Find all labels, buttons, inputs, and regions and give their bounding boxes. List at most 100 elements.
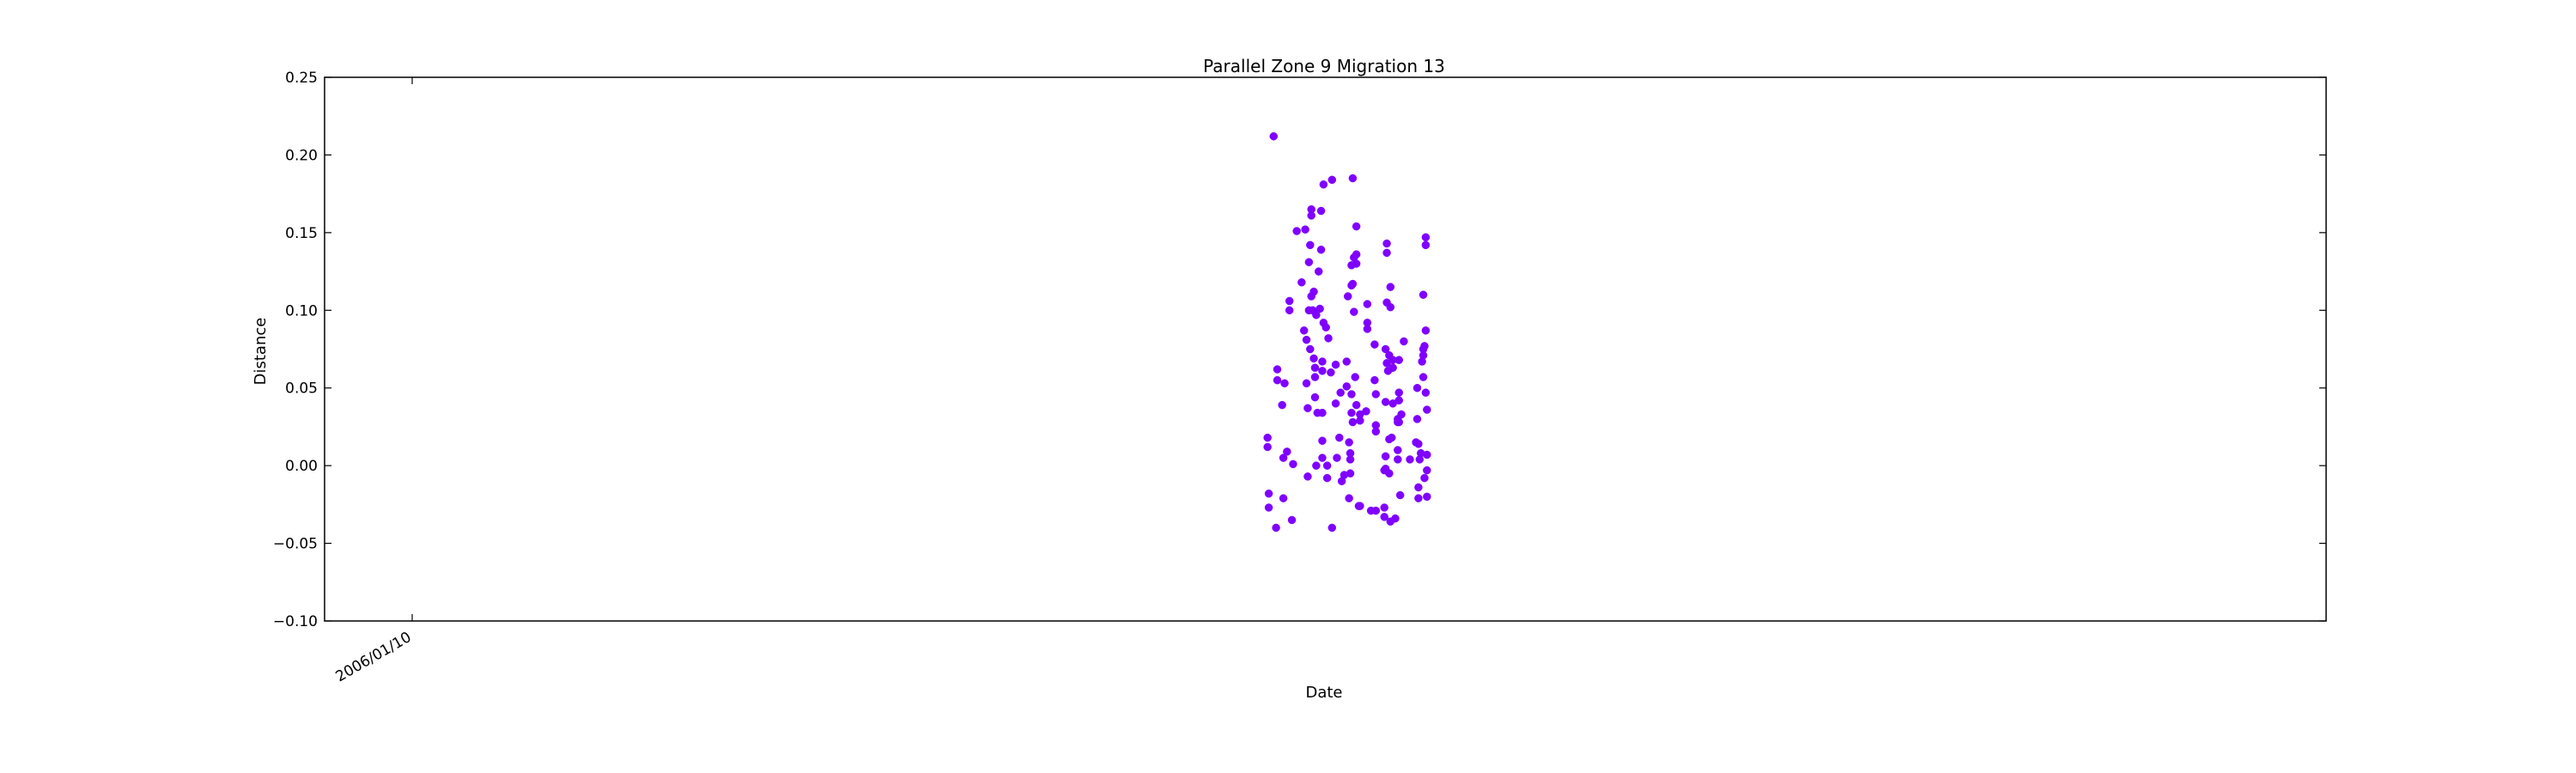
data-point (1289, 460, 1297, 469)
y-tick-label: 0.05 (285, 380, 318, 398)
data-point (1394, 455, 1402, 464)
data-point (1273, 365, 1282, 374)
data-point (1394, 356, 1403, 364)
data-point (1302, 335, 1311, 344)
data-point (1342, 382, 1352, 391)
data-point (1381, 452, 1390, 461)
data-point (1423, 450, 1431, 460)
data-point (1327, 368, 1335, 377)
data-point (1306, 344, 1315, 354)
data-point (1380, 513, 1388, 521)
data-point (1419, 373, 1428, 381)
data-point (1280, 379, 1289, 388)
data-point (1370, 375, 1379, 385)
data-point (1309, 287, 1318, 296)
data-point (1312, 310, 1321, 320)
data-point (1406, 455, 1414, 464)
data-point (1318, 408, 1327, 417)
data-point (1318, 367, 1327, 375)
data-point (1343, 292, 1352, 301)
plot-area-frame (324, 76, 2327, 622)
data-point (1423, 405, 1431, 414)
data-point (1394, 417, 1403, 427)
data-point (1347, 408, 1356, 417)
x-axis-label: Date (1305, 684, 1342, 702)
data-point (1388, 363, 1397, 372)
data-point (1370, 340, 1379, 349)
data-point (1348, 173, 1358, 183)
data-point (1423, 492, 1431, 502)
data-point (1322, 473, 1332, 483)
data-point (1400, 337, 1408, 346)
data-point (1310, 373, 1320, 381)
data-point (1380, 503, 1388, 512)
data-point (1348, 417, 1358, 427)
data-point (1346, 469, 1355, 478)
data-point (1279, 453, 1288, 462)
data-point (1316, 246, 1326, 254)
data-point (1318, 436, 1327, 445)
data-point (1304, 258, 1314, 266)
data-point (1386, 302, 1395, 312)
data-point (1362, 407, 1370, 416)
data-point (1397, 410, 1406, 419)
y-axis-label: Distance (252, 318, 270, 386)
data-point (1322, 461, 1332, 470)
data-point (1352, 250, 1361, 259)
data-point (1303, 404, 1312, 412)
data-point (1347, 390, 1356, 399)
data-point (1414, 494, 1423, 502)
data-point (1356, 416, 1364, 425)
y-tick-label: −0.05 (273, 536, 318, 553)
data-point (1333, 453, 1341, 462)
data-point (1351, 373, 1359, 381)
data-point (1386, 283, 1395, 291)
data-point (1345, 494, 1353, 502)
data-point (1278, 400, 1286, 410)
data-point (1371, 427, 1381, 436)
data-point (1297, 277, 1306, 287)
data-point (1264, 489, 1273, 498)
data-point (1371, 506, 1381, 515)
data-point (1331, 399, 1340, 408)
data-point (1318, 453, 1327, 462)
data-point (1302, 379, 1311, 388)
data-point (1394, 388, 1403, 397)
data-point (1299, 326, 1309, 335)
data-point (1421, 326, 1431, 335)
data-point (1356, 502, 1364, 510)
data-point (1348, 279, 1358, 289)
data-point (1381, 398, 1390, 406)
data-point (1310, 393, 1320, 402)
chart-title: Parallel Zone 9 Migration 13 (1203, 56, 1445, 76)
data-point (1321, 323, 1330, 332)
data-point (1327, 175, 1337, 185)
data-point (1413, 415, 1422, 423)
data-point (1350, 307, 1358, 316)
data-point (1263, 442, 1272, 452)
y-tick-label: 0.25 (285, 70, 318, 87)
data-point (1263, 433, 1272, 442)
data-point (1316, 206, 1326, 216)
data-point (1421, 240, 1431, 250)
data-point (1363, 325, 1372, 333)
data-point (1382, 248, 1391, 258)
data-point (1335, 433, 1344, 442)
data-point (1306, 240, 1315, 250)
data-point (1414, 483, 1423, 492)
data-point (1394, 446, 1402, 454)
data-points (1263, 131, 1431, 533)
data-point (1382, 239, 1391, 248)
data-point (1292, 227, 1301, 235)
y-tick-label: 0.15 (285, 225, 318, 242)
data-point (1421, 233, 1431, 242)
data-point (1419, 290, 1428, 299)
y-tick-label: 0.00 (285, 458, 318, 475)
data-point (1315, 304, 1324, 313)
data-point (1327, 523, 1337, 533)
data-point (1387, 433, 1396, 442)
data-point (1371, 390, 1381, 399)
data-point (1352, 222, 1361, 231)
